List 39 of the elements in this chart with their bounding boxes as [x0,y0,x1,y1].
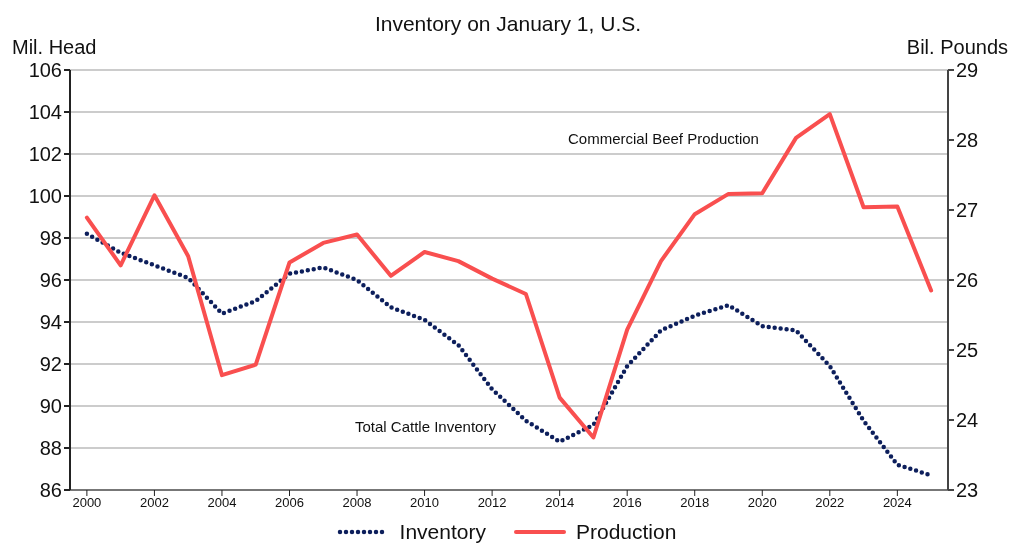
x-tick-label: 2024 [882,495,912,511]
x-tick-label: 2022 [815,495,845,511]
annotation: Total Cattle Inventory [355,418,496,435]
x-tick-label: 2006 [275,495,304,511]
x-tick-label: 2012 [477,495,507,511]
annotation: Commercial Beef Production [568,130,759,147]
y2-tick-label: 23 [956,479,979,502]
y-tick-label: 90 [39,395,62,418]
x-tick-label: 2002 [139,495,169,511]
y-tick-label: 96 [39,269,62,292]
y-tick-label: 102 [28,143,62,166]
x-tick-label: 2004 [207,495,237,511]
line-series [84,112,934,440]
y-tick-label: 100 [28,185,62,208]
chart-title: Inventory on January 1, U.S. [373,12,643,36]
y-tick-label: 104 [28,101,62,124]
y2-tick-label: 28 [956,129,979,152]
x-tick-label: 2020 [747,495,777,511]
y2-tick-label: 27 [956,199,979,222]
y-tick-label: 98 [39,227,62,250]
y2-tick-label: 25 [956,339,979,362]
legend-label: Inventory [399,520,486,544]
y-axis-title: Mil. Head [12,36,97,59]
x-tick-label: 2000 [72,495,102,511]
y-tick-label: 94 [39,311,62,334]
x-tick-label: 2016 [612,495,642,511]
y2-axis-title: Bil. Pounds [906,36,1008,59]
x-tick-label: 2018 [680,495,710,511]
y2-tick-label: 24 [956,409,979,432]
x-tick-label: 2008 [342,495,372,511]
y-tick-label: 86 [39,479,62,502]
y-tick-label: 92 [39,353,62,376]
y2-tick-label: 29 [956,59,979,82]
y-tick-label: 88 [39,437,62,460]
x-tick-label: 2014 [545,495,575,511]
y2-tick-label: 26 [956,269,979,292]
y-tick-label: 106 [28,59,62,82]
legend-label: Production [575,520,677,544]
x-tick-label: 2010 [410,495,440,511]
